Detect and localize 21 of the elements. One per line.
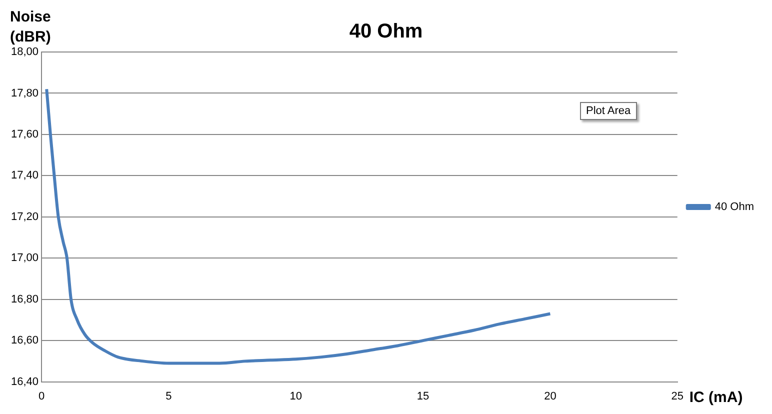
x-tick-label: 0 [38, 390, 45, 402]
chart-title: 40 Ohm [349, 20, 423, 43]
y-tick-label: 16,60 [10, 334, 39, 347]
y-tick-label: 17,20 [10, 210, 39, 223]
x-tick-label: 5 [166, 390, 172, 402]
y-tick-label: 17,80 [10, 87, 39, 100]
y-tick-label: 18,00 [10, 46, 39, 58]
x-tick-label: 25 [671, 390, 684, 402]
x-tick-label: 20 [544, 390, 556, 402]
y-tick-label: 17,40 [10, 170, 39, 182]
legend-label: 40 Ohm [714, 201, 754, 214]
y-tick-label: 17,00 [10, 252, 39, 264]
y-tick-label: 16,80 [10, 293, 39, 306]
y-tick-label: 17,60 [10, 128, 39, 140]
x-tick-label: 15 [416, 390, 430, 402]
annotation: Plot Area [580, 102, 637, 120]
y-tick-label: 16,40 [10, 376, 39, 388]
y-axis-title: Noise (dBR) [10, 8, 51, 46]
x-axis-title: IC (mA) [689, 388, 743, 406]
line-series [45, 88, 552, 365]
x-tick-label: 10 [290, 390, 302, 402]
